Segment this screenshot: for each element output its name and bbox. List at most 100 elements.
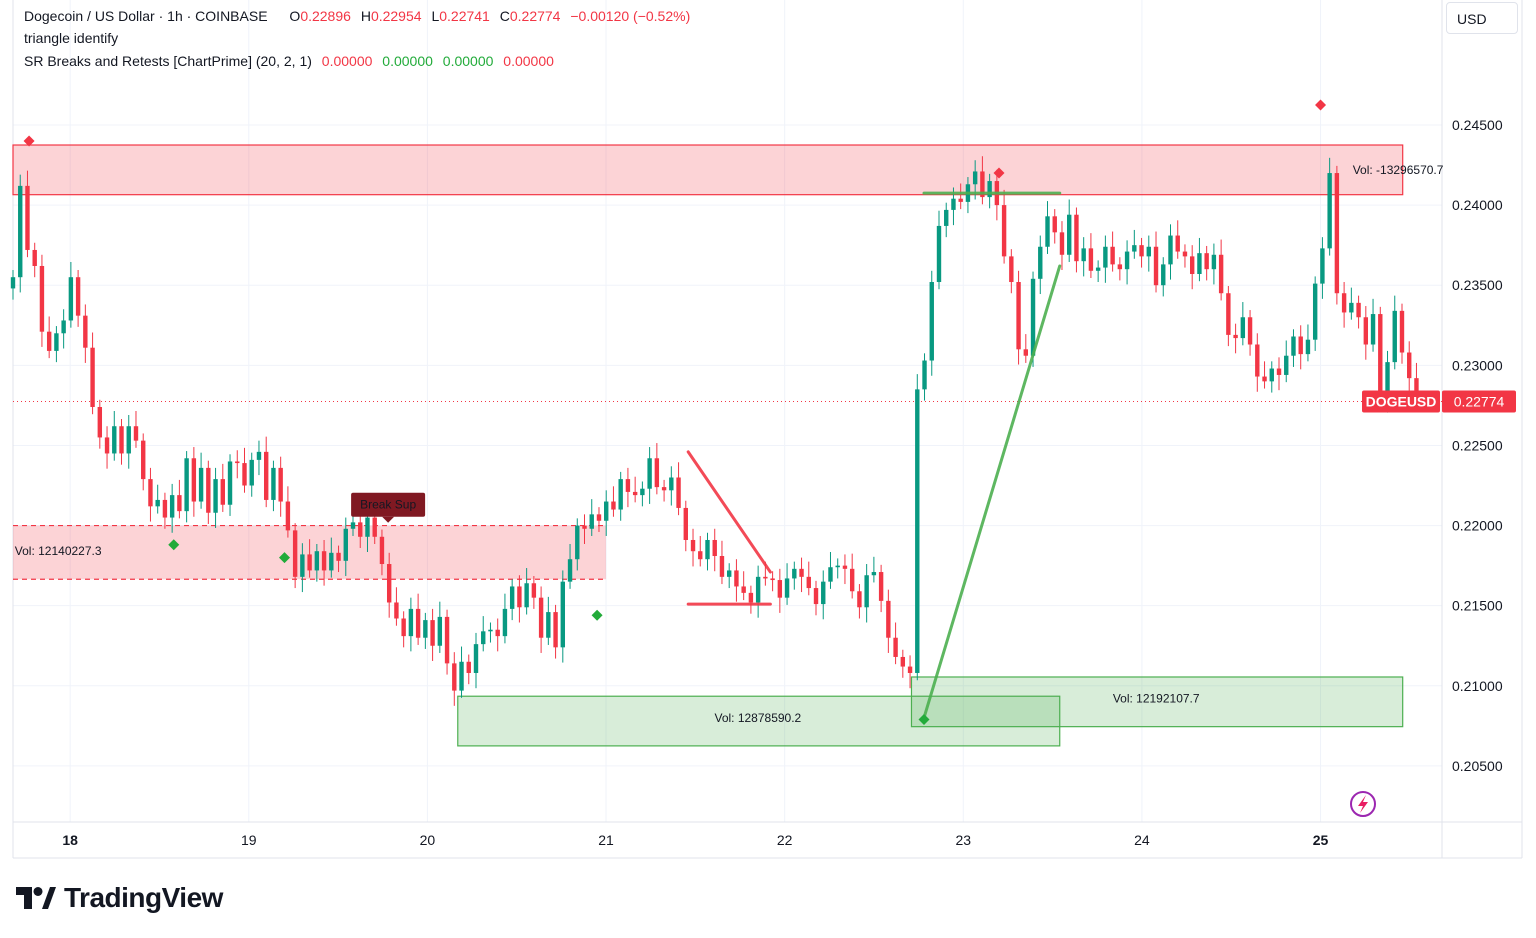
candle-body [1320, 248, 1325, 284]
candle-body [191, 458, 197, 502]
lightning-icon-ring [1350, 791, 1376, 817]
candle [1269, 361, 1274, 393]
candle-body [618, 479, 623, 510]
candle-body [1175, 235, 1180, 252]
candle [314, 543, 320, 582]
candle [46, 316, 52, 359]
candle-body [104, 437, 110, 454]
candle-body [1312, 283, 1318, 340]
candle-body [1117, 264, 1123, 270]
candle [900, 649, 906, 678]
candle [683, 500, 688, 552]
candle [141, 433, 146, 491]
candle-body [112, 426, 117, 454]
candle [828, 552, 833, 589]
candle [90, 332, 95, 415]
candle-body [1023, 349, 1029, 356]
candle [423, 612, 428, 649]
candle-body [1132, 245, 1137, 252]
candle [25, 170, 30, 258]
symbol-badge-text: DOGEUSD [1366, 394, 1437, 410]
candle-body [669, 477, 674, 491]
resistance-marker-diamond [993, 167, 1005, 179]
candle-body [372, 517, 377, 537]
candle-body [169, 495, 175, 518]
candle-body [206, 467, 211, 513]
candle-body [90, 347, 95, 407]
candle [1045, 201, 1050, 254]
currency-button[interactable]: USD [1446, 2, 1518, 34]
indicator-2-label: SR Breaks and Retests [ChartPrime] (20, … [24, 53, 312, 69]
candle [415, 593, 421, 645]
candle [126, 415, 131, 469]
candle-body [589, 514, 594, 529]
candle [437, 601, 443, 653]
candle [1081, 237, 1086, 277]
tradingview-logo[interactable]: TradingView [16, 882, 223, 914]
candle [307, 539, 312, 578]
candle-body [640, 488, 645, 496]
lightning-icon[interactable] [1350, 791, 1376, 817]
candle-body [227, 461, 233, 505]
candle [755, 565, 761, 618]
candle [169, 483, 175, 533]
candle-body [777, 580, 783, 598]
candle [741, 571, 746, 601]
candle [133, 411, 139, 448]
symbol-title[interactable]: Dogecoin / US Dollar · 1h · COINBASE [24, 8, 268, 24]
candle [647, 447, 652, 504]
candle [75, 269, 81, 327]
candle [488, 622, 493, 643]
indicator-sr-breaks[interactable]: SR Breaks and Retests [ChartPrime] (20, … [24, 50, 554, 72]
candle-body [878, 572, 884, 601]
break-label-box [351, 492, 426, 517]
candle-body [249, 459, 254, 486]
candle-body [502, 608, 508, 637]
candle [1255, 333, 1260, 392]
candle [726, 563, 732, 589]
candle [589, 499, 594, 536]
candle [842, 554, 848, 585]
candle [1262, 361, 1267, 389]
y-tick-label: 0.23500 [1452, 277, 1503, 293]
indicator-2-value-3: 0.00000 [442, 53, 494, 69]
candle-body [213, 479, 218, 513]
candle-body [314, 551, 320, 571]
candle [54, 326, 59, 363]
break-label: Break Sup [351, 492, 426, 523]
candle [922, 353, 927, 401]
candle-body [1088, 248, 1094, 271]
candle-body [466, 661, 471, 673]
candle-body [39, 265, 45, 332]
candle [83, 304, 88, 363]
x-tick-label: 25 [1313, 832, 1329, 848]
candle [1197, 237, 1202, 282]
candle [481, 616, 486, 652]
candle-body [148, 479, 153, 507]
candle [119, 419, 124, 465]
candle-body [531, 583, 537, 598]
candle [575, 518, 580, 571]
candle-body [611, 501, 616, 510]
candle-body [907, 666, 913, 673]
x-tick-label: 23 [955, 832, 971, 848]
candle [1399, 303, 1405, 364]
candle [1009, 249, 1014, 294]
candle [878, 564, 884, 613]
candle-body [842, 565, 848, 569]
candle [893, 622, 898, 665]
candle-body [379, 536, 385, 565]
candle-body [712, 539, 717, 557]
candle [502, 593, 508, 644]
indicator-triangle-identify[interactable]: triangle identify [24, 27, 118, 49]
candle-body [654, 458, 660, 488]
candle [1038, 235, 1043, 295]
candle-body [864, 575, 869, 608]
resistance-marker-diamond [1315, 99, 1327, 111]
candle-body [1153, 246, 1159, 286]
candle-body [430, 620, 435, 646]
candle [640, 481, 645, 507]
candle-body [83, 315, 88, 348]
candle [777, 568, 783, 613]
